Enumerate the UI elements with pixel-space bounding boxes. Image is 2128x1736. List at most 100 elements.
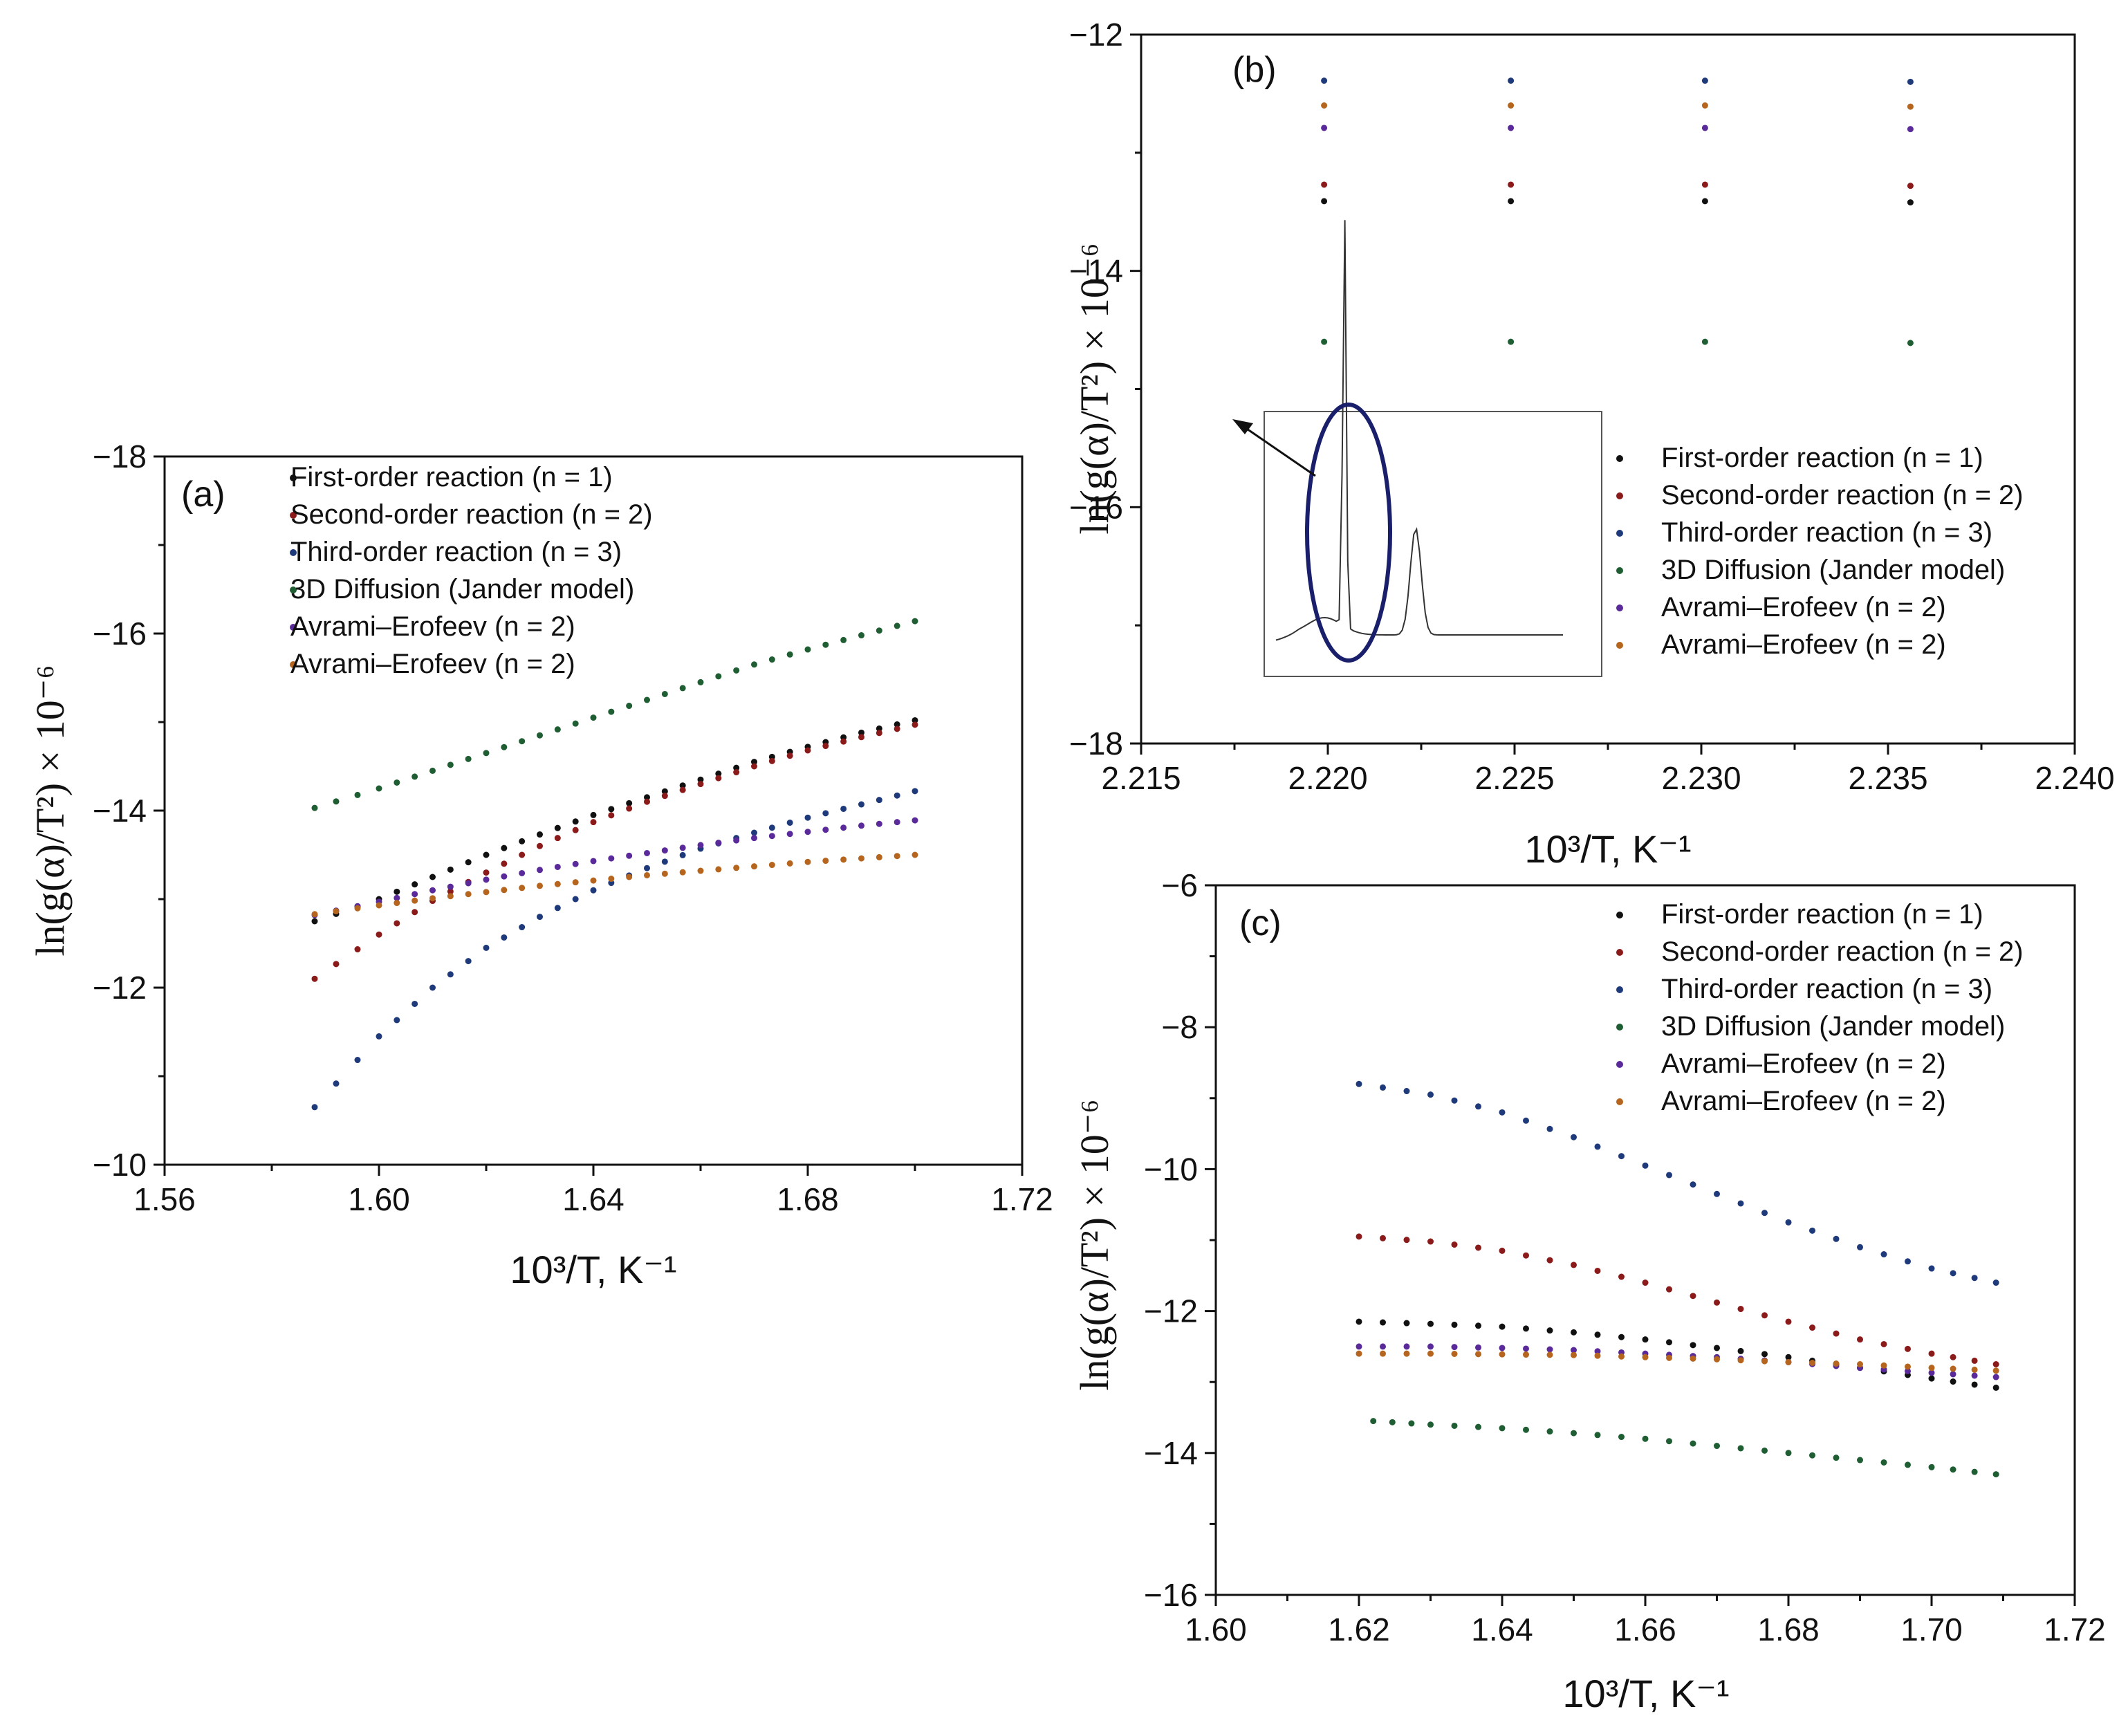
data-point: [768, 862, 775, 869]
series-avrami_2: [1356, 1350, 1999, 1374]
data-point: [912, 618, 918, 625]
x-tick-label: 2.225: [1474, 760, 1554, 796]
data-point: [1508, 77, 1515, 84]
data-point: [697, 781, 704, 788]
data-point: [1508, 102, 1515, 109]
data-point: [394, 779, 400, 786]
data-point: [715, 770, 722, 777]
data-point: [751, 835, 757, 842]
data-point: [537, 732, 543, 739]
data-point: [1928, 1369, 1935, 1376]
panel-label: (b): [1232, 50, 1277, 90]
legend-marker: [290, 512, 297, 519]
legend-entry: Avrami–Erofeev (n = 2): [1661, 629, 1946, 660]
data-point: [1594, 1432, 1601, 1439]
data-point: [1809, 1324, 1815, 1331]
x-tick-label: 1.72: [2044, 1612, 2106, 1647]
x-axis-title: 10³/T, K⁻¹: [1562, 1672, 1729, 1715]
data-point: [1546, 1351, 1553, 1358]
y-tick-label: −14: [1069, 253, 1123, 289]
legend-entry: Third-order reaction (n = 3): [1661, 974, 1992, 1004]
data-point: [1857, 1244, 1863, 1250]
data-point: [1370, 1418, 1377, 1425]
data-point: [1594, 1331, 1601, 1338]
legend-entry: Avrami–Erofeev (n = 2): [290, 649, 575, 679]
data-point: [1523, 1252, 1529, 1259]
data-point: [1737, 1306, 1744, 1313]
data-point: [376, 785, 382, 792]
data-point: [715, 775, 722, 782]
y-tick-label: −16: [1069, 489, 1123, 525]
data-point: [1642, 1336, 1649, 1343]
data-point: [554, 863, 561, 870]
data-point: [1928, 1375, 1935, 1382]
data-point: [1618, 1333, 1625, 1340]
panel-label: (a): [181, 474, 225, 515]
data-point: [1475, 1344, 1481, 1351]
data-point: [644, 849, 650, 856]
data-point: [1833, 1455, 1840, 1461]
data-point: [715, 840, 722, 847]
data-point: [1523, 1351, 1529, 1358]
data-point: [447, 971, 454, 978]
data-point: [354, 791, 361, 798]
data-point: [1451, 1321, 1458, 1328]
y-tick-label: −16: [93, 616, 147, 652]
y-tick-label: −10: [93, 1147, 147, 1183]
data-point: [1971, 1381, 1978, 1388]
data-point: [1427, 1350, 1434, 1357]
data-point: [1971, 1357, 1978, 1364]
data-point: [311, 911, 318, 918]
legend-entry: Second-order reaction (n = 2): [1661, 480, 2024, 510]
data-point: [1737, 1445, 1744, 1452]
data-point: [894, 819, 900, 826]
data-point: [501, 873, 508, 880]
data-point: [1714, 1443, 1720, 1450]
data-point: [1714, 1190, 1720, 1197]
x-tick-label: 1.64: [1471, 1612, 1533, 1647]
data-point: [1594, 1348, 1601, 1355]
inset-curve: [1275, 220, 1563, 641]
legend-entry: First-order reaction (n = 1): [1661, 899, 1983, 930]
data-point: [786, 651, 793, 658]
y-tick-label: −12: [1144, 1293, 1198, 1329]
series-diffusion_3d: [1321, 338, 1914, 347]
data-point: [1907, 103, 1914, 110]
legend-marker: [1616, 912, 1623, 918]
data-point: [411, 1000, 418, 1007]
x-axis-title: 10³/T, K⁻¹: [510, 1248, 676, 1291]
data-point: [447, 866, 454, 873]
data-point: [644, 871, 650, 878]
data-point: [537, 883, 543, 889]
data-point: [912, 788, 918, 795]
legend-marker: [1616, 1098, 1623, 1105]
data-point: [1907, 199, 1914, 206]
data-point: [768, 833, 775, 840]
data-point: [1880, 1340, 1887, 1347]
data-point: [1427, 1421, 1434, 1428]
data-point: [1971, 1468, 1978, 1475]
data-point: [572, 720, 579, 727]
data-point: [572, 860, 579, 867]
data-point: [1992, 1280, 1999, 1286]
data-point: [697, 678, 704, 685]
data-point: [1833, 1330, 1840, 1337]
legend-entry: First-order reaction (n = 1): [1661, 443, 1983, 473]
data-point: [429, 767, 436, 774]
data-point: [429, 874, 436, 880]
inset-arrow-line: [1244, 426, 1316, 477]
data-point: [1508, 198, 1515, 205]
data-point: [1475, 1322, 1481, 1329]
data-point: [1546, 1327, 1553, 1334]
data-point: [1427, 1343, 1434, 1350]
data-point: [465, 891, 472, 898]
data-point: [626, 874, 633, 880]
data-point: [733, 764, 740, 771]
data-point: [1523, 1325, 1529, 1332]
data-point: [519, 851, 526, 858]
data-point: [483, 889, 490, 896]
data-point: [429, 895, 436, 902]
data-point: [483, 851, 490, 858]
y-tick-label: −12: [93, 970, 147, 1006]
data-point: [733, 667, 740, 674]
